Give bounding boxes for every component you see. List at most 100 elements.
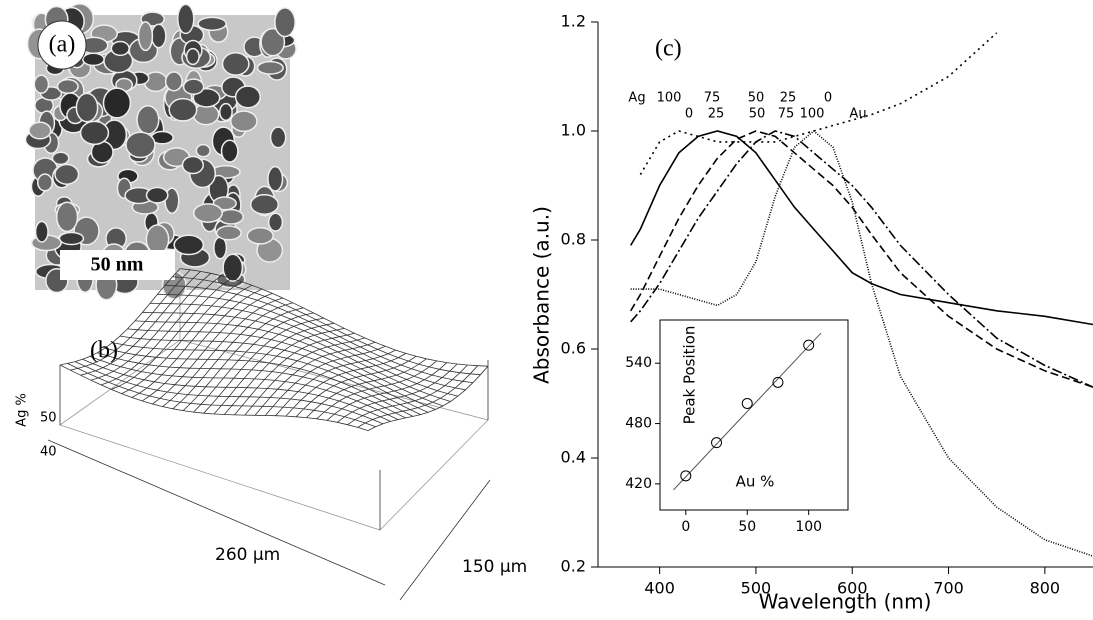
particle <box>267 165 284 192</box>
x-tick-label: 500 <box>741 579 772 598</box>
particle <box>221 52 250 76</box>
particle <box>125 131 156 159</box>
particle <box>181 155 204 175</box>
mesh-line <box>367 365 489 431</box>
surface-plot <box>47 268 491 601</box>
x-tick-label: 100 <box>795 519 822 535</box>
x-tick-label: 0 <box>681 519 690 535</box>
mesh-line <box>357 365 478 428</box>
x-axis-label: Au % <box>736 473 775 491</box>
particle <box>54 163 80 185</box>
particle <box>55 201 79 233</box>
particle <box>150 23 167 49</box>
composition-label: Au <box>849 107 866 122</box>
y-axis-label: Peak Position <box>681 326 699 425</box>
composition-label: 50 <box>748 91 765 106</box>
mesh-line <box>59 268 181 366</box>
particle <box>56 78 79 95</box>
mesh-line <box>80 271 201 376</box>
particle <box>82 52 105 67</box>
mesh-line <box>70 269 191 371</box>
dimension-label: 260 μm <box>215 545 280 565</box>
y-tick-label: 540 <box>625 355 652 371</box>
particle <box>136 104 160 135</box>
x-tick-label: 600 <box>837 579 868 598</box>
particle <box>192 203 223 223</box>
spectrum-line <box>630 130 1093 388</box>
particle <box>137 21 154 52</box>
mesh-line <box>285 353 407 417</box>
composition-label: 100 <box>657 91 682 106</box>
y-tick-label: 420 <box>625 476 652 492</box>
x-tick-label: 50 <box>738 519 756 535</box>
particle <box>260 27 286 57</box>
mesh-line <box>90 272 212 381</box>
data-point <box>741 397 753 409</box>
particle <box>173 234 205 256</box>
particle <box>246 226 274 245</box>
spectrum-line <box>639 32 998 176</box>
particle <box>145 224 170 255</box>
spectrum-line <box>630 130 1093 326</box>
particle <box>51 151 70 166</box>
mesh-line <box>100 275 222 386</box>
particle <box>75 92 99 123</box>
particle <box>182 78 205 96</box>
particle <box>230 110 258 133</box>
mesh-line <box>306 358 427 418</box>
data-point <box>803 339 815 351</box>
y-tick-label: 1.2 <box>561 12 586 31</box>
particle <box>195 143 211 158</box>
tem-image <box>24 3 297 301</box>
particle <box>110 40 130 57</box>
particle <box>36 173 53 192</box>
y-tick-label: 0.4 <box>561 448 586 467</box>
fit-line <box>673 332 822 491</box>
panel-label: (a) <box>49 32 76 58</box>
particle <box>219 102 233 122</box>
composition-label: 25 <box>708 107 725 122</box>
y-tick-label: 1.0 <box>561 121 586 140</box>
mesh-line <box>111 278 232 390</box>
particle <box>164 71 183 92</box>
mesh-line <box>326 362 448 421</box>
mesh-line <box>213 322 335 415</box>
mesh-line <box>121 281 242 394</box>
mesh-line <box>162 297 283 407</box>
particle <box>176 3 195 35</box>
particle <box>197 16 227 31</box>
composition-label: 0 <box>685 107 693 122</box>
mesh-line <box>347 364 468 426</box>
particle <box>220 139 239 163</box>
mesh-line <box>172 302 294 410</box>
mesh-line <box>244 337 365 416</box>
panel-label: (b) <box>90 338 118 364</box>
data-point <box>711 437 723 449</box>
particle <box>274 7 296 38</box>
particle <box>267 212 284 232</box>
composition-label: 50 <box>749 107 766 122</box>
particle <box>185 47 200 66</box>
composition-label: 75 <box>704 91 721 106</box>
mesh-line <box>182 307 304 411</box>
scale-bar-label: 50 nm <box>91 254 144 276</box>
y-axis-label: Absorbance (a.u.) <box>530 206 554 384</box>
y-tick-label: 480 <box>625 416 652 432</box>
y-tick-label: 0.6 <box>561 339 586 358</box>
panel-label: (c) <box>655 36 682 62</box>
x-tick-label: 800 <box>1030 579 1061 598</box>
mesh-line <box>193 312 314 413</box>
composition-label: 0 <box>824 91 832 106</box>
particle <box>145 186 169 204</box>
mesh-line <box>316 360 437 420</box>
data-point <box>772 376 784 388</box>
inset-frame <box>659 319 849 511</box>
y-tick-label: 0.8 <box>561 230 586 249</box>
composition-label: 100 <box>800 107 825 122</box>
y-tick-label: 0.2 <box>561 557 586 576</box>
mesh-line <box>295 355 417 418</box>
mesh-line <box>234 332 355 416</box>
mesh-line <box>131 284 253 398</box>
particle <box>256 60 284 75</box>
